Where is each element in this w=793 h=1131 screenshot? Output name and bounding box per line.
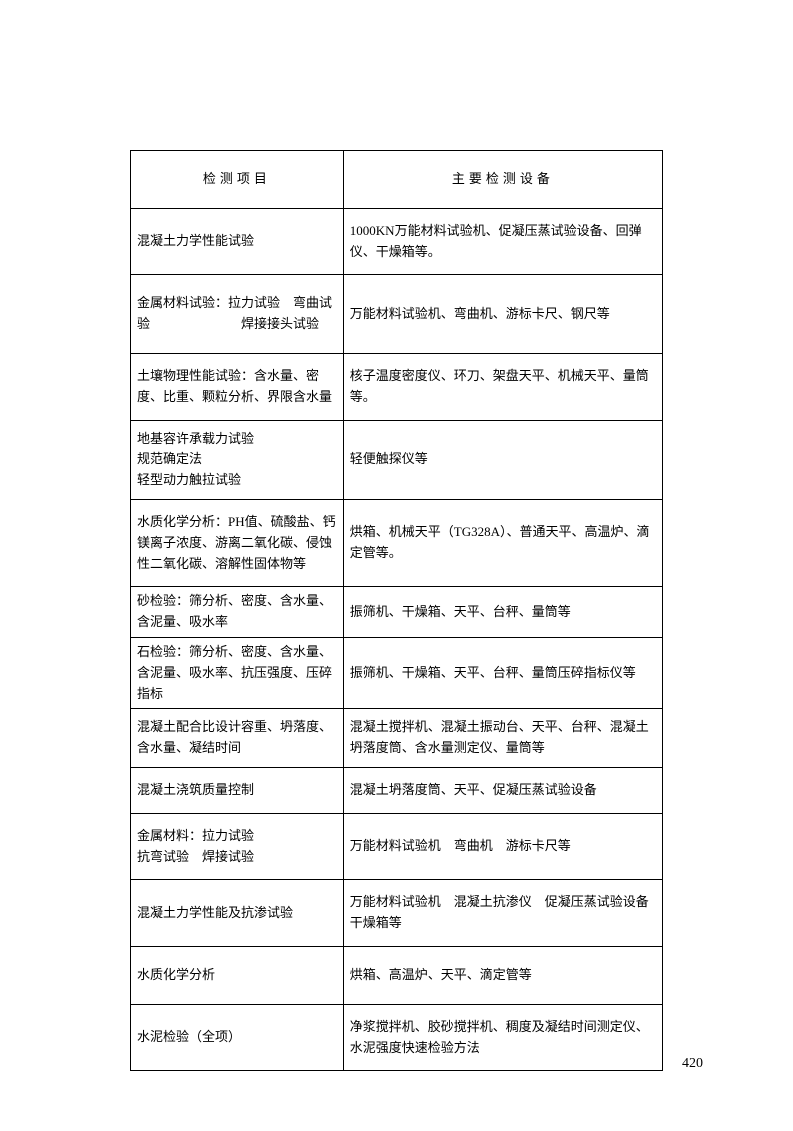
cell-equipment: 烘箱、机械天平（TG328A）、普通天平、高温炉、滴定管等。 — [343, 499, 662, 586]
cell-equipment: 混凝土搅拌机、混凝土振动台、天平、台秤、混凝土坍落度筒、含水量测定仪、量筒等 — [343, 709, 662, 768]
cell-inspection-item: 水质化学分析 — [131, 946, 344, 1004]
cell-inspection-item: 混凝土浇筑质量控制 — [131, 767, 344, 813]
cell-inspection-item: 水泥检验（全项） — [131, 1004, 344, 1071]
table-row: 水泥检验（全项）净浆搅拌机、胶砂搅拌机、稠度及凝结时间测定仪、水泥强度快速检验方… — [131, 1004, 663, 1071]
cell-equipment: 振筛机、干燥箱、天平、台秤、量筒压碎指标仪等 — [343, 637, 662, 708]
cell-equipment: 万能材料试验机、弯曲机、游标卡尺、钢尺等 — [343, 275, 662, 354]
table-row: 金属材料：拉力试验 抗弯试验 焊接试验万能材料试验机 弯曲机 游标卡尺等 — [131, 813, 663, 880]
table-row: 混凝土力学性能试验1000KN万能材料试验机、促凝压蒸试验设备、回弹仪、干燥箱等… — [131, 208, 663, 275]
cell-equipment: 轻便触探仪等 — [343, 420, 662, 499]
cell-inspection-item: 水质化学分析：PH值、硫酸盐、钙镁离子浓度、游离二氧化碳、侵蚀性二氧化碳、溶解性… — [131, 499, 344, 586]
table-body: 检测项目 主要检测设备 混凝土力学性能试验1000KN万能材料试验机、促凝压蒸试… — [131, 151, 663, 1071]
table-row: 混凝土配合比设计容重、坍落度、含水量、凝结时间混凝土搅拌机、混凝土振动台、天平、… — [131, 709, 663, 768]
table-row: 地基容许承载力试验 规范确定法 轻型动力触拉试验轻便触探仪等 — [131, 420, 663, 499]
cell-inspection-item: 混凝土配合比设计容重、坍落度、含水量、凝结时间 — [131, 709, 344, 768]
cell-inspection-item: 混凝土力学性能及抗渗试验 — [131, 880, 344, 947]
cell-equipment: 净浆搅拌机、胶砂搅拌机、稠度及凝结时间测定仪、水泥强度快速检验方法 — [343, 1004, 662, 1071]
cell-equipment: 烘箱、高温炉、天平、滴定管等 — [343, 946, 662, 1004]
table-row: 水质化学分析：PH值、硫酸盐、钙镁离子浓度、游离二氧化碳、侵蚀性二氧化碳、溶解性… — [131, 499, 663, 586]
cell-equipment: 万能材料试验机 混凝土抗渗仪 促凝压蒸试验设备 干燥箱等 — [343, 880, 662, 947]
page-number: 420 — [682, 1056, 703, 1072]
table-row: 土壤物理性能试验：含水量、密度、比重、颗粒分析、界限含水量核子温度密度仪、环刀、… — [131, 353, 663, 420]
cell-inspection-item: 混凝土力学性能试验 — [131, 208, 344, 275]
cell-inspection-item: 地基容许承载力试验 规范确定法 轻型动力触拉试验 — [131, 420, 344, 499]
cell-inspection-item: 土壤物理性能试验：含水量、密度、比重、颗粒分析、界限含水量 — [131, 353, 344, 420]
table-row: 石检验：筛分析、密度、含水量、含泥量、吸水率、抗压强度、压碎指标振筛机、干燥箱、… — [131, 637, 663, 708]
cell-inspection-item: 石检验：筛分析、密度、含水量、含泥量、吸水率、抗压强度、压碎指标 — [131, 637, 344, 708]
table-row: 混凝土浇筑质量控制混凝土坍落度筒、天平、促凝压蒸试验设备 — [131, 767, 663, 813]
table-row: 砂检验：筛分析、密度、含水量、含泥量、吸水率振筛机、干燥箱、天平、台秤、量筒等 — [131, 587, 663, 638]
inspection-table: 检测项目 主要检测设备 混凝土力学性能试验1000KN万能材料试验机、促凝压蒸试… — [130, 150, 663, 1071]
cell-equipment: 1000KN万能材料试验机、促凝压蒸试验设备、回弹仪、干燥箱等。 — [343, 208, 662, 275]
cell-equipment: 混凝土坍落度筒、天平、促凝压蒸试验设备 — [343, 767, 662, 813]
header-col2: 主要检测设备 — [343, 151, 662, 209]
table-row: 水质化学分析烘箱、高温炉、天平、滴定管等 — [131, 946, 663, 1004]
cell-equipment: 振筛机、干燥箱、天平、台秤、量筒等 — [343, 587, 662, 638]
table-row: 混凝土力学性能及抗渗试验万能材料试验机 混凝土抗渗仪 促凝压蒸试验设备 干燥箱等 — [131, 880, 663, 947]
table-row: 金属材料试验：拉力试验 弯曲试验 焊接接头试验万能材料试验机、弯曲机、游标卡尺、… — [131, 275, 663, 354]
cell-equipment: 万能材料试验机 弯曲机 游标卡尺等 — [343, 813, 662, 880]
cell-inspection-item: 金属材料试验：拉力试验 弯曲试验 焊接接头试验 — [131, 275, 344, 354]
table-header-row: 检测项目 主要检测设备 — [131, 151, 663, 209]
cell-inspection-item: 砂检验：筛分析、密度、含水量、含泥量、吸水率 — [131, 587, 344, 638]
page-container: 检测项目 主要检测设备 混凝土力学性能试验1000KN万能材料试验机、促凝压蒸试… — [0, 0, 793, 1131]
header-col1: 检测项目 — [131, 151, 344, 209]
cell-inspection-item: 金属材料：拉力试验 抗弯试验 焊接试验 — [131, 813, 344, 880]
cell-equipment: 核子温度密度仪、环刀、架盘天平、机械天平、量筒等。 — [343, 353, 662, 420]
